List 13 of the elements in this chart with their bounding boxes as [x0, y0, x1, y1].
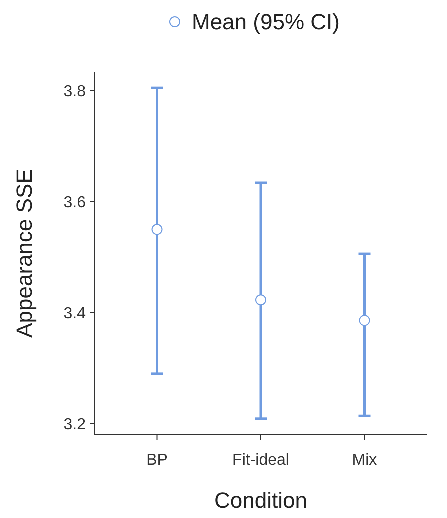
y-tick-label: 3.8 [64, 83, 86, 100]
x-tick-label: BP [146, 452, 168, 469]
y-tick-label: 3.2 [64, 416, 86, 434]
point [359, 315, 370, 326]
x-tick-label: Fit-ideal [232, 452, 290, 469]
x-axis-title: Condition [214, 488, 308, 513]
point [152, 224, 163, 236]
legend-label: Mean (95% CI) [192, 10, 340, 35]
y-axis-title: Appearance SSE [12, 169, 37, 338]
y-tick-label: 3.4 [64, 305, 86, 322]
x-tick-label: Mix [352, 452, 378, 469]
point [256, 294, 266, 306]
y-tick-label: 3.6 [64, 194, 86, 212]
